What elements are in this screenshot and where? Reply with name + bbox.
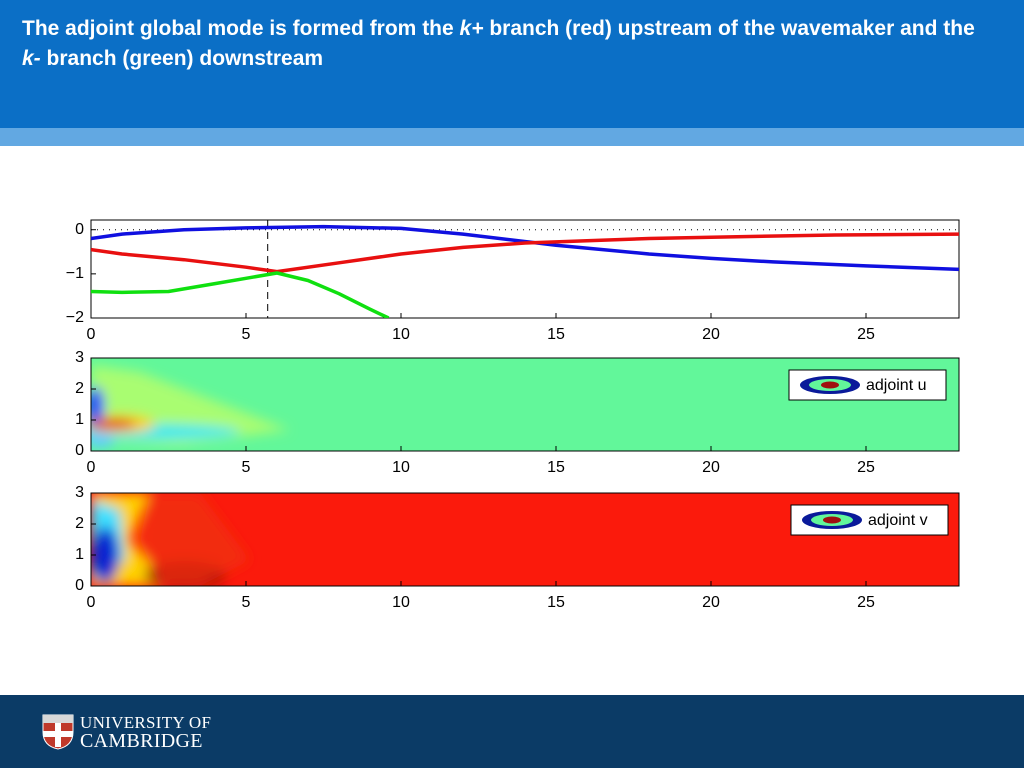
- x-tick-label: 10: [392, 326, 410, 343]
- logo-line: CAMBRIDGE: [80, 730, 203, 752]
- y-tick-label: 2: [75, 515, 84, 532]
- university-logo: UNIVERSITY OF CAMBRIDGE: [80, 714, 211, 752]
- field-u-shapes: [91, 365, 290, 448]
- legend-label: adjoint v: [868, 512, 928, 529]
- y-tick-label: −1: [66, 265, 84, 282]
- x-tick-label: 25: [857, 326, 875, 343]
- title-text: k-: [22, 47, 41, 70]
- field-v-shapes: [91, 493, 250, 586]
- header-band: [0, 0, 1024, 128]
- slide-title: The adjoint global mode is formed from t…: [22, 14, 982, 74]
- line-series: [91, 232, 959, 274]
- y-tick-label: 1: [75, 546, 84, 563]
- x-tick-label: 5: [242, 326, 251, 343]
- y-tick-label: 2: [75, 380, 84, 397]
- y-tick-label: 1: [75, 411, 84, 428]
- crest: [42, 714, 74, 750]
- y-tick-label: 0: [75, 577, 84, 594]
- x-tick-label: 0: [87, 594, 96, 611]
- title-text: branch (green) downstream: [40, 47, 324, 70]
- legend-v: adjoint v: [790, 504, 949, 536]
- x-tick-label: 15: [547, 326, 565, 343]
- y-tick-label: 3: [75, 484, 84, 501]
- x-tick-label: 25: [857, 459, 875, 476]
- legend-u: adjoint u: [788, 369, 947, 401]
- line-series: [91, 271, 390, 318]
- x-tick-label: 25: [857, 594, 875, 611]
- y-tick-label: 0: [75, 442, 84, 459]
- legend-label: adjoint u: [866, 377, 927, 394]
- x-tick-label: 15: [547, 594, 565, 611]
- line-series: [91, 224, 959, 272]
- title-text: branch (red) upstream of the wavemaker a…: [483, 17, 975, 40]
- footer-band: [0, 695, 1024, 768]
- x-tick-label: 20: [702, 594, 720, 611]
- logo-line: UNIVERSITY OF: [80, 713, 212, 732]
- y-tick-label: 0: [75, 221, 84, 238]
- y-tick-label: 3: [75, 349, 84, 366]
- x-tick-label: 10: [392, 594, 410, 611]
- title-text: The adjoint global mode is formed from t…: [22, 17, 460, 40]
- y-tick-label: −2: [66, 309, 84, 326]
- plot-frame: [90, 357, 960, 452]
- x-tick-label: 0: [87, 459, 96, 476]
- x-tick-label: 5: [242, 594, 251, 611]
- plot-frame: [90, 492, 960, 587]
- header-stripe: [0, 128, 1024, 146]
- x-tick-label: 20: [702, 326, 720, 343]
- x-tick-label: 10: [392, 459, 410, 476]
- title-text: k+: [459, 17, 484, 40]
- x-tick-label: 20: [702, 459, 720, 476]
- x-tick-label: 15: [547, 459, 565, 476]
- x-tick-label: 5: [242, 459, 251, 476]
- x-tick-label: 0: [87, 326, 96, 343]
